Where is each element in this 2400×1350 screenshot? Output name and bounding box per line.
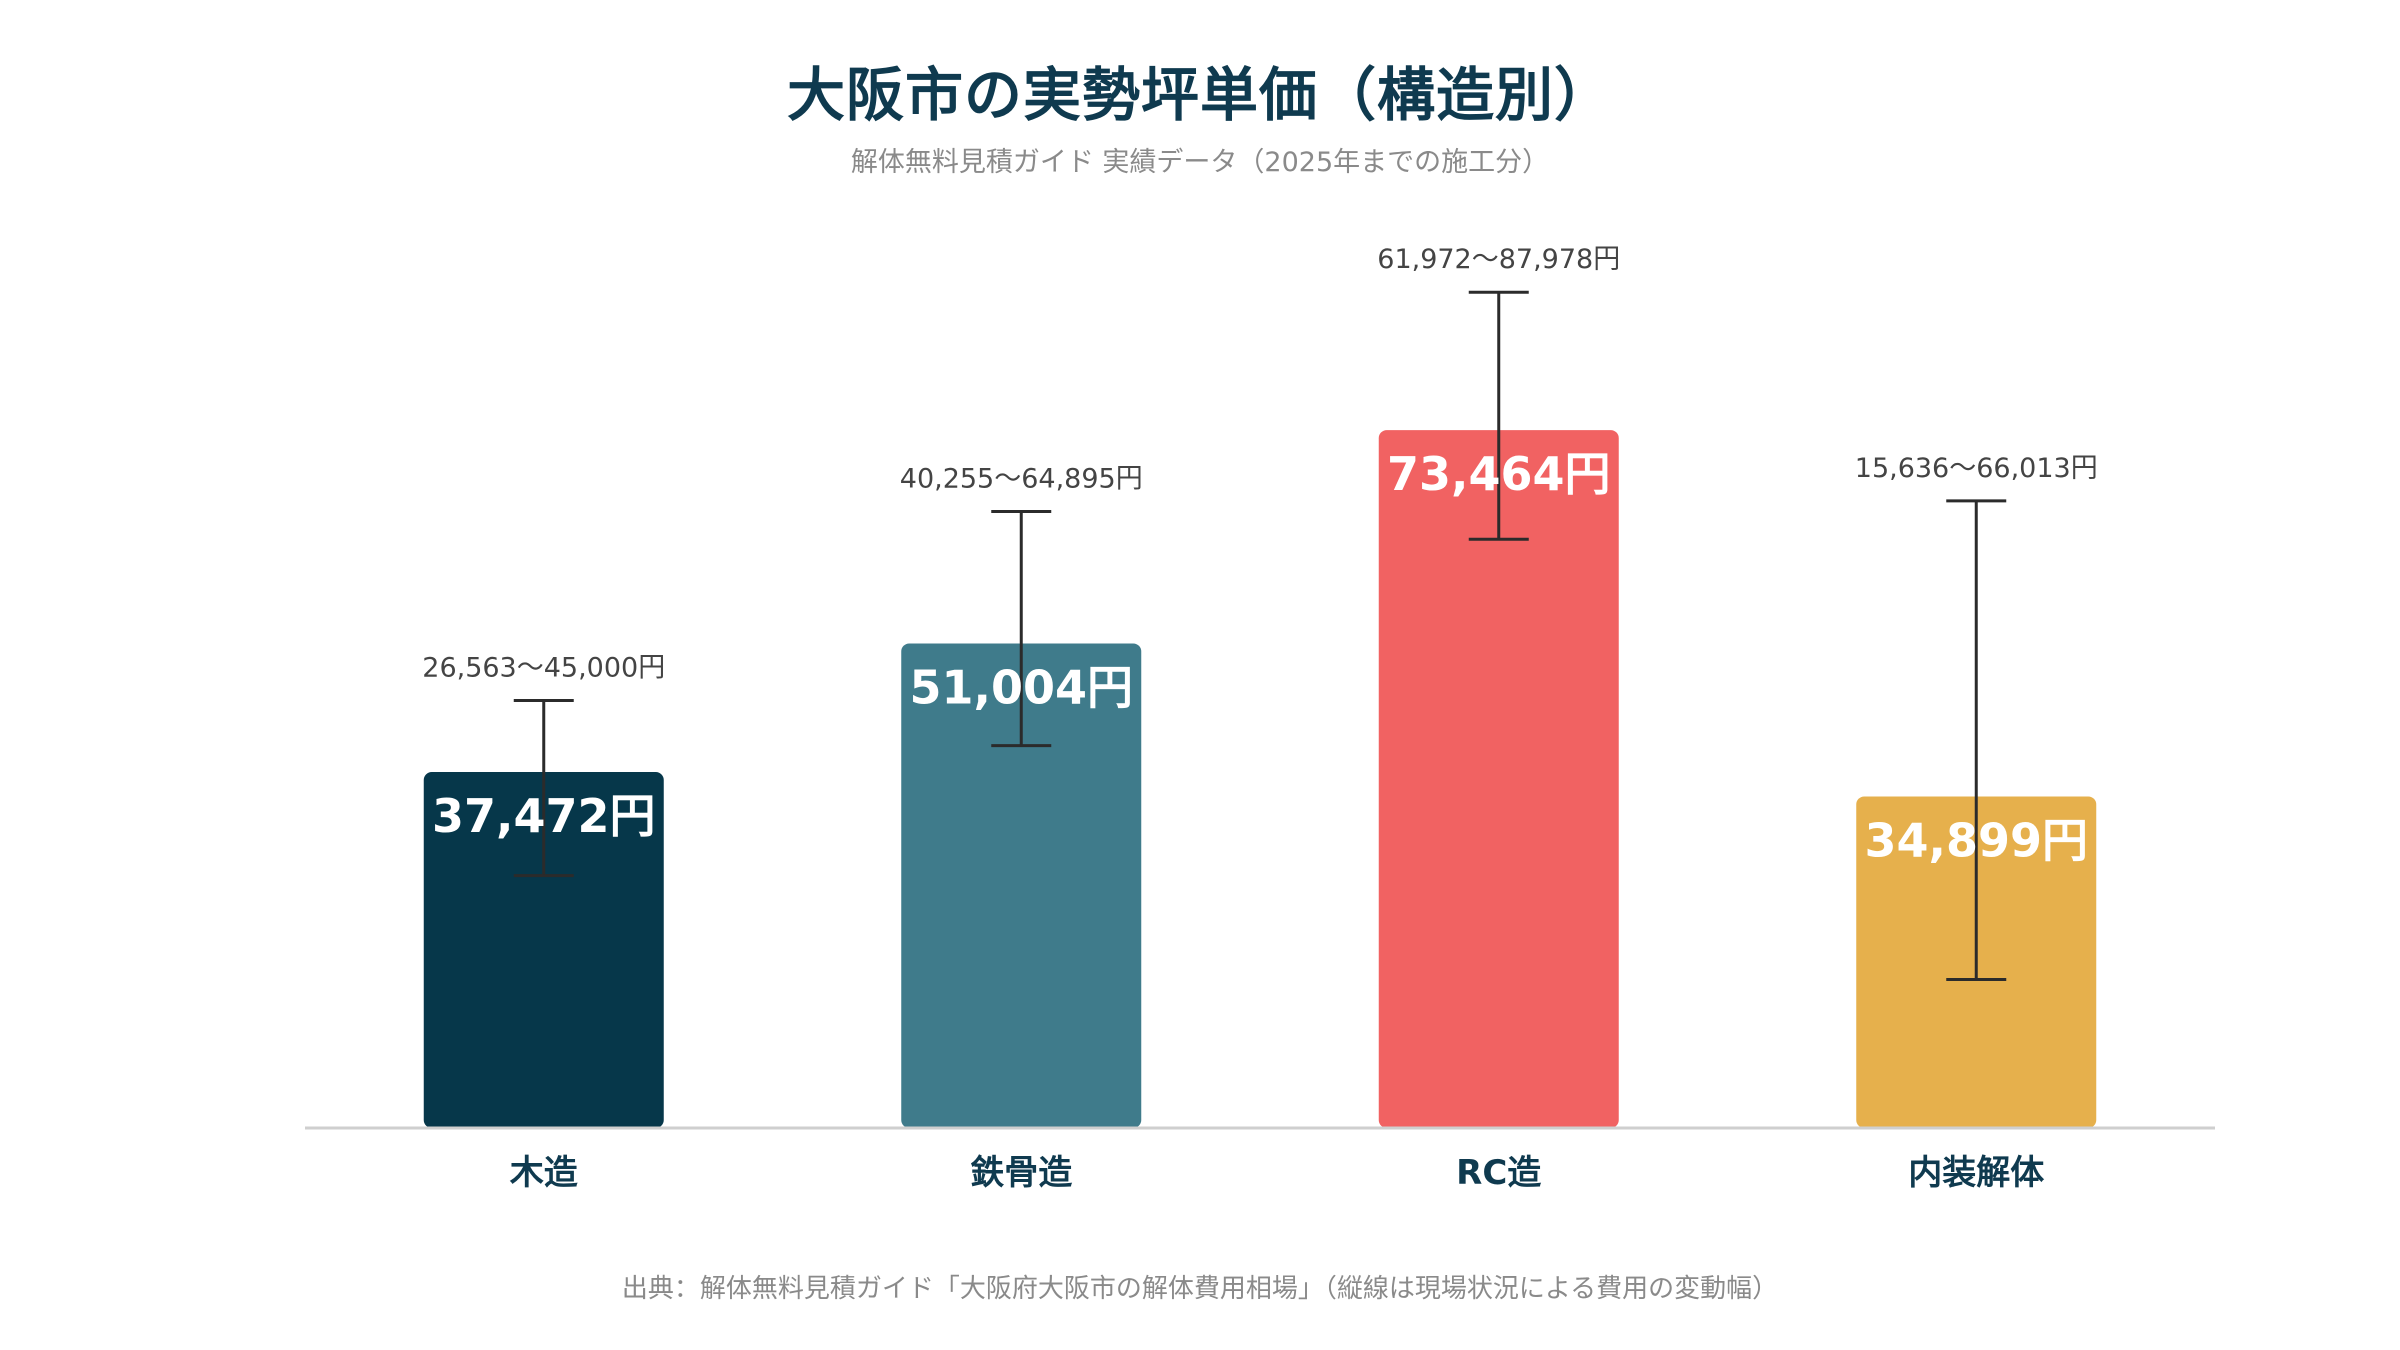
range-label-3: 61,972〜87,978円: [1377, 244, 1620, 275]
range-label-4: 15,636〜66,013円: [1855, 453, 2098, 484]
category-label-2: 鉄骨造: [970, 1153, 1072, 1193]
bar-1: [423, 772, 664, 1128]
bar-value-label-3: 73,464円: [1387, 447, 1611, 501]
bar-value-label-1: 37,472円: [432, 789, 656, 843]
category-label-4: 内装解体: [1908, 1153, 2044, 1193]
category-label-1: 木造: [509, 1153, 578, 1193]
category-label-3: RC造: [1456, 1153, 1541, 1193]
bar-2: [901, 643, 1142, 1128]
range-label-1: 26,563〜45,000円: [422, 653, 665, 684]
bar-3: [1378, 430, 1619, 1128]
chart-subtitle: 解体無料見積ガイド 実績データ（2025年までの施工分）: [850, 147, 1550, 178]
source-note: 出典：解体無料見積ガイド「大阪府大阪市の解体費用相場」（縦線は現場状況による費用…: [621, 1274, 1779, 1304]
chart-title: 大阪市の実勢坪単価（構造別）: [786, 61, 1613, 129]
bar-value-label-2: 51,004円: [909, 660, 1133, 714]
range-label-2: 40,255〜64,895円: [900, 463, 1143, 494]
bar-value-label-4: 34,899円: [1864, 813, 2088, 867]
